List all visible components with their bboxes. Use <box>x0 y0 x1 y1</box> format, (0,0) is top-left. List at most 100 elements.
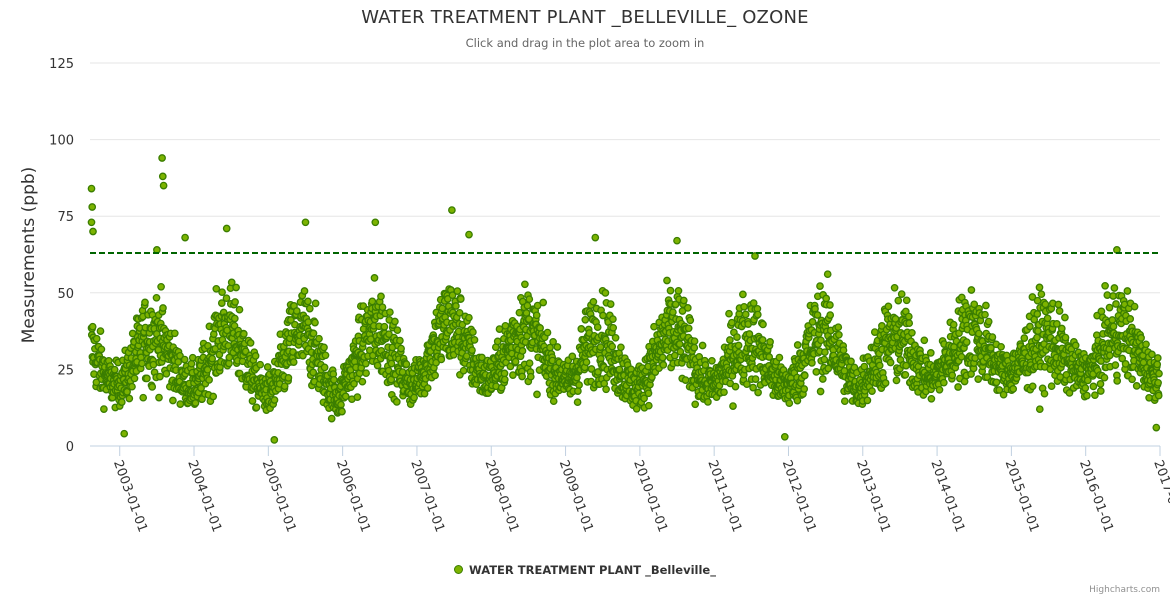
data-point[interactable] <box>644 389 653 398</box>
data-point[interactable] <box>817 336 825 345</box>
data-point[interactable] <box>197 384 205 392</box>
data-point[interactable] <box>96 327 105 335</box>
data-point[interactable] <box>894 296 903 305</box>
data-point[interactable] <box>701 361 710 369</box>
data-point[interactable] <box>669 308 677 317</box>
data-point[interactable] <box>143 374 151 383</box>
data-point[interactable] <box>640 394 648 403</box>
data-point[interactable] <box>402 360 411 369</box>
data-point[interactable] <box>1065 389 1074 397</box>
data-point[interactable] <box>684 324 693 333</box>
data-point[interactable] <box>870 328 879 336</box>
data-point[interactable] <box>300 287 309 295</box>
data-point[interactable] <box>396 336 404 345</box>
data-point[interactable] <box>1061 313 1069 322</box>
data-point[interactable] <box>159 181 168 190</box>
data-point[interactable] <box>1123 287 1132 295</box>
data-point[interactable] <box>754 388 762 397</box>
data-point[interactable] <box>886 358 895 367</box>
data-point[interactable] <box>681 376 690 384</box>
data-point[interactable] <box>725 309 733 318</box>
data-point[interactable] <box>749 383 757 392</box>
data-point[interactable] <box>311 318 319 327</box>
data-point[interactable] <box>218 288 226 297</box>
data-point[interactable] <box>97 345 106 354</box>
data-point[interactable] <box>995 386 1004 394</box>
data-point[interactable] <box>468 346 476 355</box>
data-point[interactable] <box>1108 316 1117 324</box>
credits-link[interactable]: Highcharts.com <box>1089 585 1160 595</box>
data-point[interactable] <box>765 353 774 361</box>
data-point[interactable] <box>1100 373 1109 382</box>
data-point[interactable] <box>1071 341 1080 350</box>
data-point[interactable] <box>823 270 832 279</box>
data-point[interactable] <box>704 398 712 406</box>
data-point[interactable] <box>1132 382 1141 390</box>
data-point[interactable] <box>974 375 983 383</box>
data-point[interactable] <box>361 359 370 368</box>
data-point[interactable] <box>904 312 913 321</box>
data-point[interactable] <box>741 310 750 319</box>
data-point[interactable] <box>949 320 958 329</box>
data-point[interactable] <box>731 382 740 391</box>
data-point[interactable] <box>180 355 189 364</box>
data-point[interactable] <box>309 368 318 377</box>
data-point[interactable] <box>751 375 760 383</box>
data-point[interactable] <box>800 371 809 380</box>
data-point[interactable] <box>1113 377 1122 385</box>
data-point[interactable] <box>1137 334 1145 342</box>
data-point[interactable] <box>148 383 157 391</box>
data-point[interactable] <box>350 379 358 388</box>
data-point[interactable] <box>373 361 382 370</box>
data-point[interactable] <box>1030 315 1039 324</box>
data-point[interactable] <box>575 381 583 389</box>
data-point[interactable] <box>927 394 936 403</box>
data-point[interactable] <box>469 328 477 336</box>
data-point[interactable] <box>315 334 323 343</box>
data-point[interactable] <box>1111 361 1120 369</box>
data-point[interactable] <box>130 374 139 383</box>
data-point[interactable] <box>217 299 226 307</box>
data-point[interactable] <box>437 355 446 364</box>
data-point[interactable] <box>191 399 200 407</box>
data-point[interactable] <box>137 353 145 362</box>
data-point[interactable] <box>139 393 148 402</box>
data-point[interactable] <box>117 398 126 406</box>
data-point[interactable] <box>992 378 1001 387</box>
data-point[interactable] <box>954 383 962 391</box>
data-point[interactable] <box>780 432 789 441</box>
data-point[interactable] <box>733 333 741 341</box>
data-point[interactable] <box>321 351 330 360</box>
data-point[interactable] <box>549 397 558 406</box>
data-point[interactable] <box>759 320 767 329</box>
data-point[interactable] <box>456 295 465 303</box>
data-point[interactable] <box>1142 340 1150 349</box>
data-point[interactable] <box>785 399 794 408</box>
data-point[interactable] <box>1009 385 1018 393</box>
data-point[interactable] <box>110 365 119 374</box>
data-point[interactable] <box>821 348 829 357</box>
data-point[interactable] <box>816 387 825 396</box>
data-point[interactable] <box>501 321 510 330</box>
data-point[interactable] <box>582 358 591 367</box>
data-point[interactable] <box>543 328 552 337</box>
data-point[interactable] <box>284 374 293 382</box>
data-point[interactable] <box>309 329 318 338</box>
data-point[interactable] <box>263 363 272 371</box>
data-point[interactable] <box>397 344 405 353</box>
data-point[interactable] <box>982 301 990 310</box>
data-point[interactable] <box>775 353 784 362</box>
data-point[interactable] <box>539 298 548 307</box>
data-point[interactable] <box>920 336 929 345</box>
data-point[interactable] <box>1105 351 1114 360</box>
data-point[interactable] <box>509 371 517 379</box>
data-point[interactable] <box>1096 387 1105 395</box>
data-point[interactable] <box>905 319 914 328</box>
data-point[interactable] <box>125 394 134 403</box>
data-point[interactable] <box>239 330 248 338</box>
data-point[interactable] <box>393 326 402 335</box>
data-point[interactable] <box>448 206 456 214</box>
data-point[interactable] <box>515 308 524 317</box>
data-point[interactable] <box>301 218 310 227</box>
data-point[interactable] <box>1033 296 1042 305</box>
